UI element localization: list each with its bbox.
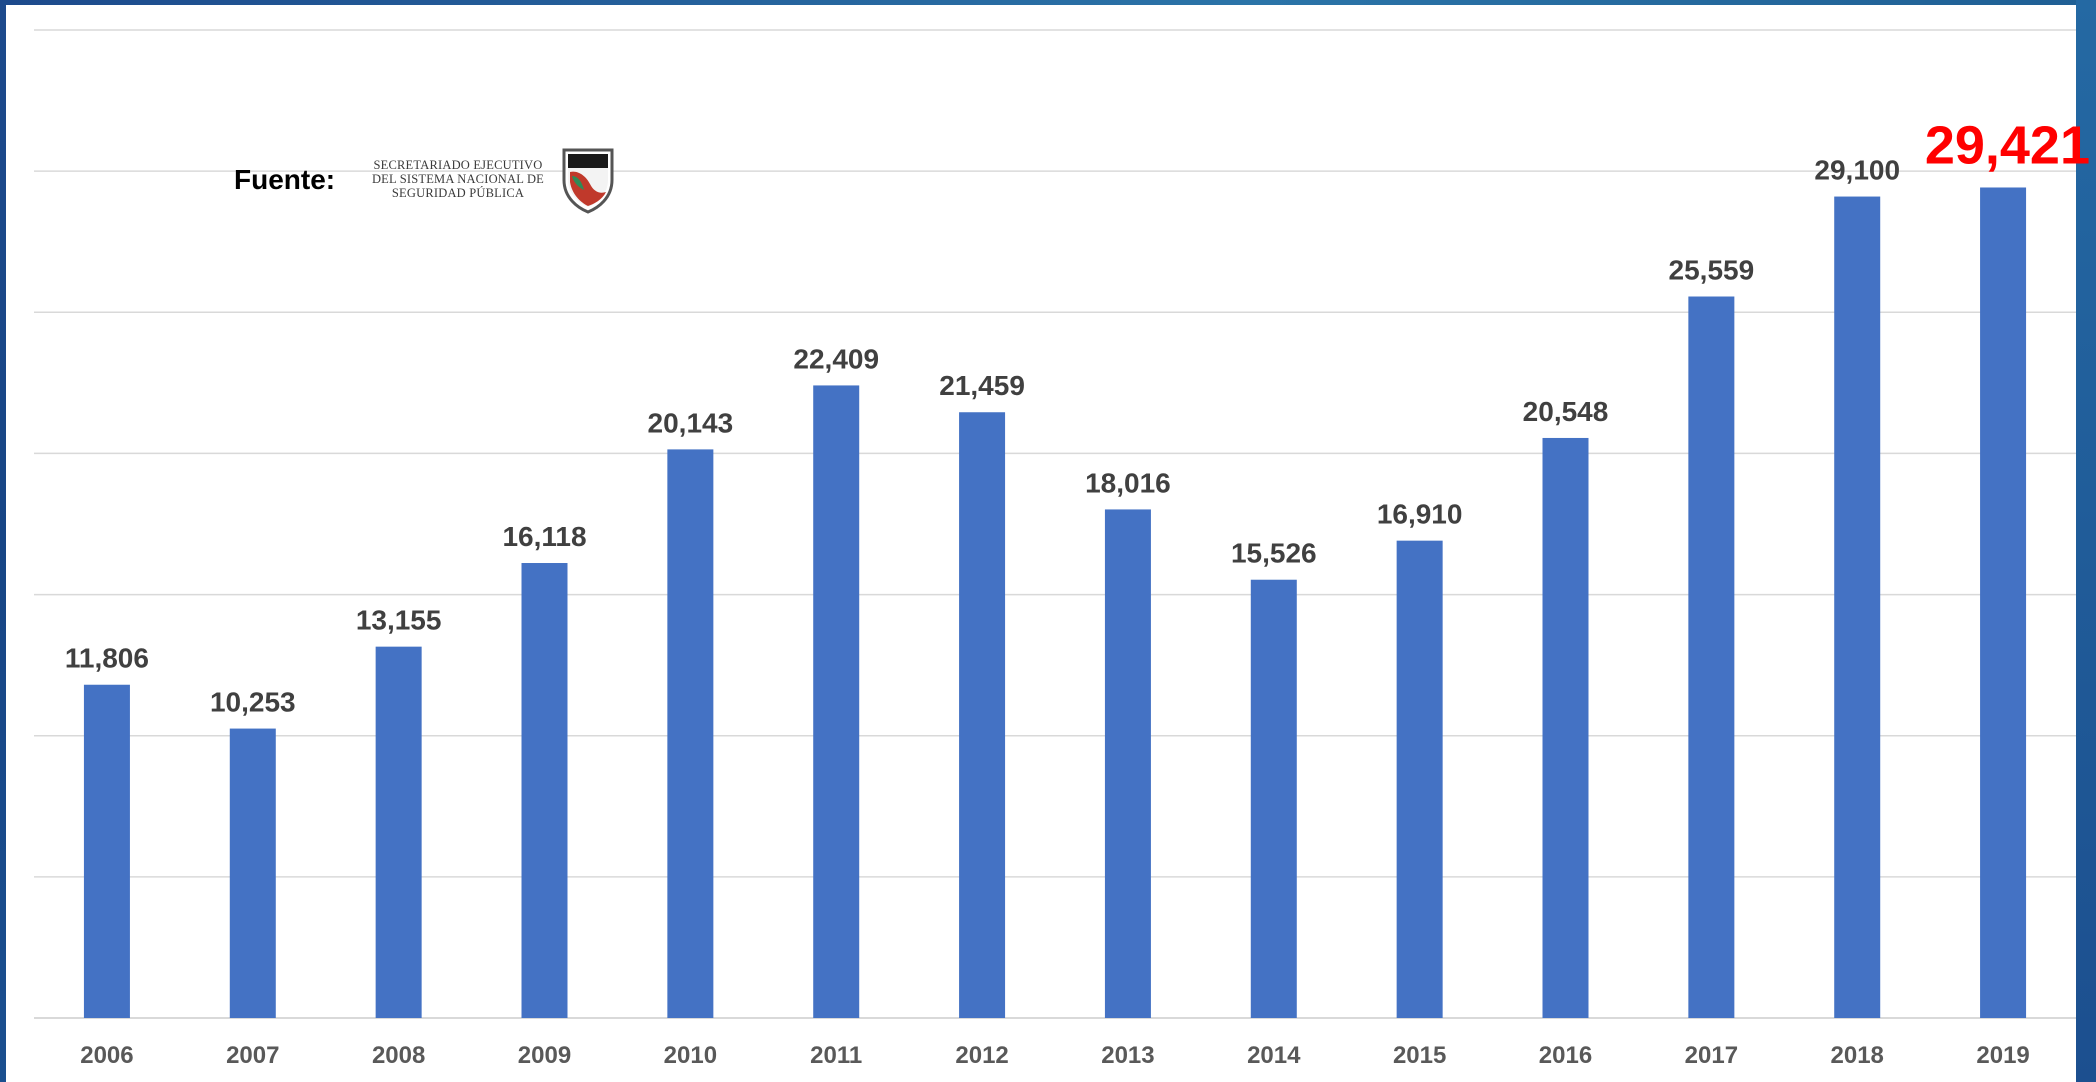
x-tick-label-2016: 2016 (1539, 1042, 1592, 1069)
sesnsp-shield-logo (562, 148, 614, 214)
source-organization-name: SECRETARIADO EJECUTIVO DEL SISTEMA NACIO… (371, 158, 545, 200)
x-tick-label-2011: 2011 (810, 1042, 862, 1069)
data-label-2017: 25,559 (1669, 255, 1755, 286)
data-label-2009: 16,118 (502, 521, 586, 552)
bar-2018 (1834, 196, 1881, 1018)
data-label-2006: 11,806 (65, 643, 149, 674)
x-tick-label-2013: 2013 (1101, 1042, 1154, 1069)
data-label-2018: 29,100 (1814, 155, 1900, 186)
x-tick-label-2012: 2012 (955, 1042, 1008, 1069)
data-label-2019: 29,421 (1925, 115, 2090, 175)
bar-2019 (1980, 187, 2027, 1019)
data-label-2015: 16,910 (1377, 499, 1463, 530)
bar-2010 (667, 449, 714, 1019)
data-label-2008: 13,155 (356, 605, 442, 636)
x-tick-label-2014: 2014 (1247, 1042, 1301, 1069)
bar-2008 (375, 646, 422, 1018)
x-tick-label-2017: 2017 (1685, 1042, 1738, 1069)
x-tick-label-2018: 2018 (1831, 1042, 1884, 1069)
bar-2016 (1542, 437, 1589, 1018)
data-label-2012: 21,459 (939, 370, 1025, 401)
source-label: Fuente: (234, 164, 336, 195)
x-tick-label-2015: 2015 (1393, 1042, 1446, 1069)
data-label-2014: 15,526 (1231, 538, 1317, 569)
data-label-2013: 18,016 (1085, 467, 1171, 498)
x-tick-label-2019: 2019 (1976, 1042, 2029, 1069)
data-label-2011: 22,409 (793, 343, 879, 374)
x-tick-label-2008: 2008 (372, 1042, 425, 1069)
frame-top-border (0, 0, 2096, 5)
bar-2007 (229, 728, 276, 1018)
bar-2015 (1396, 540, 1443, 1018)
bar-2009 (521, 563, 568, 1018)
bar-2006 (83, 684, 130, 1018)
x-tick-label-2007: 2007 (226, 1042, 279, 1069)
x-tick-label-2009: 2009 (518, 1042, 571, 1069)
bar-2013 (1104, 509, 1151, 1018)
frame-right-border (2076, 0, 2096, 1082)
data-label-2010: 20,143 (648, 407, 734, 438)
frame-left-border (0, 0, 6, 1082)
x-tick-label-2010: 2010 (664, 1042, 717, 1069)
bar-2017 (1688, 296, 1735, 1018)
data-label-2016: 20,548 (1523, 396, 1609, 427)
bar-2012 (959, 412, 1006, 1019)
bar-2011 (813, 385, 860, 1019)
data-label-2007: 10,253 (210, 687, 296, 718)
x-tick-label-2006: 2006 (80, 1042, 133, 1069)
bar-2014 (1250, 579, 1297, 1018)
